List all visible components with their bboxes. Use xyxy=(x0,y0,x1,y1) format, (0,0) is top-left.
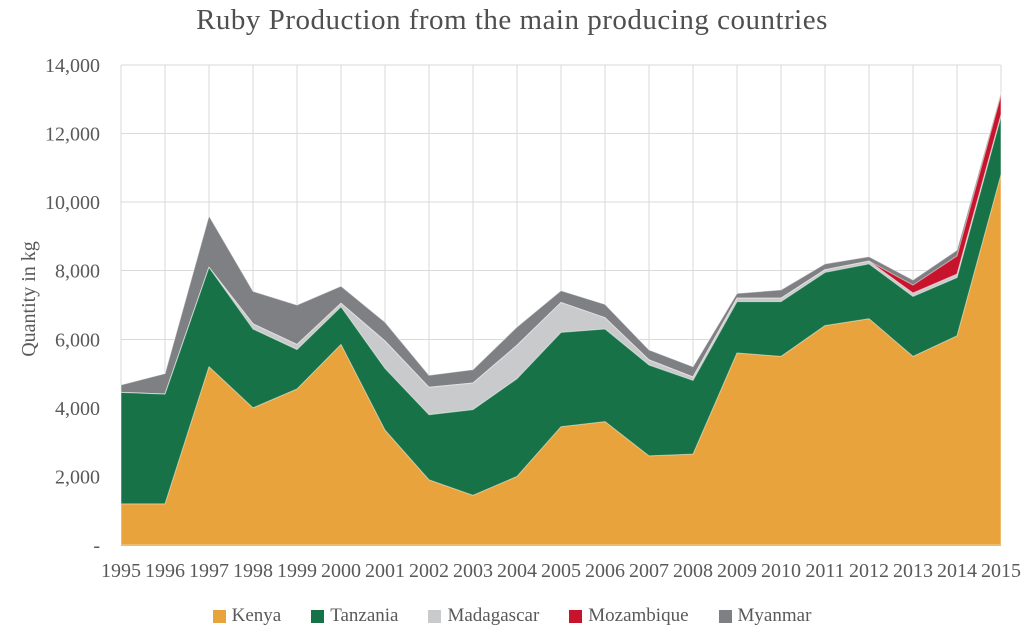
x-tick-label: 1995 xyxy=(101,560,141,582)
x-tick-label: 2005 xyxy=(541,560,581,582)
x-tick-label: 2000 xyxy=(321,560,361,582)
legend-item-tanzania: Tanzania xyxy=(311,605,398,627)
x-tick-label: 2006 xyxy=(585,560,625,582)
legend-label: Myanmar xyxy=(737,605,812,626)
legend-label: Madagascar xyxy=(447,605,540,626)
legend-item-myanmar: Myanmar xyxy=(718,605,812,627)
legend-label: Tanzania xyxy=(330,605,399,626)
chart-title: Ruby Production from the main producing … xyxy=(196,4,828,36)
x-tick-label: 2013 xyxy=(893,560,933,582)
legend: Kenya Tanzania Madagascar Mozambique Myanmar xyxy=(0,601,1024,631)
legend-label: Mozambique xyxy=(588,605,689,626)
y-tick-label: 12,000 xyxy=(45,124,100,146)
x-tick-label: 2002 xyxy=(409,560,449,582)
x-tick-label: 1997 xyxy=(189,560,229,582)
area-kenya xyxy=(120,174,1002,546)
x-tick-label: 2015 xyxy=(981,560,1021,582)
legend-label: Kenya xyxy=(231,605,282,626)
y-tick-label: 8,000 xyxy=(55,261,100,283)
legend-swatch-myanmar xyxy=(718,609,732,623)
legend-swatch-tanzania xyxy=(311,609,325,623)
legend-swatch-madagascar xyxy=(428,609,442,623)
x-tick-label: 1998 xyxy=(233,560,273,582)
y-tick-label: 14,000 xyxy=(45,55,100,77)
x-tick-label: 2001 xyxy=(365,560,405,582)
x-tick-label: 1996 xyxy=(145,560,185,582)
y-tick-label: - xyxy=(93,535,100,557)
x-tick-label: 2011 xyxy=(805,560,844,582)
legend-item-madagascar: Madagascar xyxy=(428,605,539,627)
x-tick-label: 2008 xyxy=(673,560,713,582)
legend-swatch-kenya xyxy=(212,609,226,623)
x-tick-label: 2007 xyxy=(629,560,669,582)
x-tick-label: 2010 xyxy=(761,560,801,582)
x-tick-label: 2014 xyxy=(937,560,977,582)
legend-item-kenya: Kenya xyxy=(212,605,282,627)
y-tick-label: 10,000 xyxy=(45,192,100,214)
legend-swatch-mozambique xyxy=(569,609,583,623)
y-tick-label: 2,000 xyxy=(55,466,100,488)
y-tick-label: 6,000 xyxy=(55,329,100,351)
x-tick-label: 2012 xyxy=(849,560,889,582)
x-tick-label: 2004 xyxy=(497,560,537,582)
x-tick-label: 2009 xyxy=(717,560,757,582)
y-tick-label: 4,000 xyxy=(55,398,100,420)
legend-item-mozambique: Mozambique xyxy=(569,605,689,627)
x-tick-label: 2003 xyxy=(453,560,493,582)
x-tick-label: 1999 xyxy=(277,560,317,582)
